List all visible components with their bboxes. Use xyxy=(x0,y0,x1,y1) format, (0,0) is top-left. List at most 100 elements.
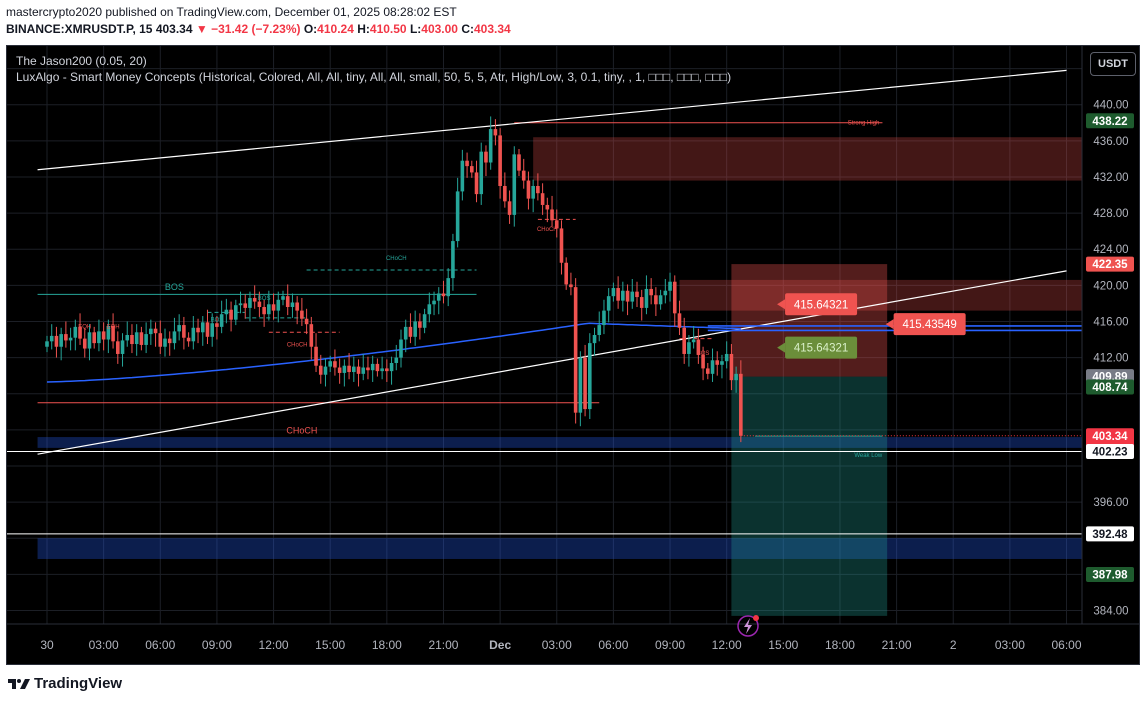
candle xyxy=(663,279,668,304)
candle-body xyxy=(460,160,465,192)
candle-body xyxy=(540,193,545,205)
candle-body xyxy=(739,373,743,436)
smc-label: Strong High xyxy=(848,121,880,127)
candle xyxy=(606,288,611,323)
currency-button[interactable]: USDT xyxy=(1090,52,1136,76)
candle xyxy=(243,294,248,319)
candle-body xyxy=(144,334,148,345)
y-tick-label: 436.00 xyxy=(1093,136,1128,148)
candle-body xyxy=(578,357,583,413)
y-tick-label: 384.00 xyxy=(1093,605,1128,617)
candle xyxy=(328,355,332,373)
candle xyxy=(342,359,347,387)
candle-body xyxy=(531,185,535,199)
candle xyxy=(290,293,295,318)
open-value: 410.24 xyxy=(317,22,354,36)
candle xyxy=(158,320,163,354)
last-price: 403.34 xyxy=(155,22,193,36)
smc-label: BOS xyxy=(165,282,184,292)
candle xyxy=(451,233,455,291)
candle xyxy=(149,319,153,345)
candle xyxy=(219,300,224,334)
candle xyxy=(285,284,290,316)
candle-body xyxy=(120,340,125,354)
candle xyxy=(116,331,120,364)
candle-body xyxy=(177,325,181,332)
candle xyxy=(304,308,309,335)
candle-body xyxy=(219,314,224,327)
x-tick-label: 03:00 xyxy=(995,638,1025,652)
alert-lightning-icon xyxy=(737,615,759,637)
candle xyxy=(706,362,710,380)
candle-body xyxy=(724,353,729,362)
candle xyxy=(441,280,446,304)
price-chart[interactable]: EQH EQH BOS BOS BOS CHoCH CHoCH CHoCH CHoCH BOS St… xyxy=(7,46,1139,664)
price-label-box xyxy=(1086,567,1134,583)
candle-body xyxy=(139,332,144,345)
candle xyxy=(234,299,238,326)
candle-body xyxy=(630,291,635,302)
price-change: ▼ −31.42 (−7.23%) xyxy=(195,22,301,36)
candle-body xyxy=(573,287,578,413)
candle xyxy=(224,298,229,324)
candle-body xyxy=(507,201,512,215)
x-tick-label: 06:00 xyxy=(598,638,628,652)
low-label: L: xyxy=(409,22,422,36)
candle xyxy=(715,351,720,376)
candle-body xyxy=(422,314,427,328)
candle-body xyxy=(498,135,502,186)
chart-frame[interactable]: EQH EQH BOS BOS BOS CHoCH CHoCH CHoCH CHoCH BOS St… xyxy=(6,45,1140,665)
candle xyxy=(403,319,408,353)
candle xyxy=(616,276,620,309)
candle-body xyxy=(130,335,134,345)
candle-body xyxy=(550,209,554,221)
candle-body xyxy=(658,295,663,305)
candle-body xyxy=(64,334,68,341)
indicator-luxalgo-smc[interactable]: LuxAlgo - Smart Money Concepts (Historic… xyxy=(16,70,732,84)
candle xyxy=(488,116,493,170)
x-tick-label: 21:00 xyxy=(882,638,912,652)
candle xyxy=(621,281,625,312)
candle-body xyxy=(432,300,436,305)
candle xyxy=(54,326,59,358)
candle xyxy=(120,333,125,367)
zone-red xyxy=(533,137,1082,181)
candle xyxy=(281,290,285,306)
candle-body xyxy=(455,191,460,242)
candle xyxy=(229,301,233,332)
candle xyxy=(413,310,417,346)
candle xyxy=(163,328,167,357)
candle xyxy=(295,296,299,325)
candle-body xyxy=(361,367,366,374)
candle-body xyxy=(436,293,441,301)
candle xyxy=(724,341,729,369)
candle xyxy=(649,278,653,305)
x-tick-label: 03:00 xyxy=(542,638,572,652)
candle xyxy=(394,344,399,371)
candle-body xyxy=(644,288,649,308)
x-tick-label: 30 xyxy=(40,638,54,652)
publish-info: mastercrypto2020 published on TradingVie… xyxy=(6,5,457,19)
candle-body xyxy=(403,326,408,340)
price-label-box xyxy=(1086,113,1134,129)
indicator-jason200[interactable]: The Jason200 (0.05, 20) xyxy=(16,54,147,68)
candle-body xyxy=(59,334,63,347)
candle xyxy=(432,291,436,316)
price-scale-label: 387.98 xyxy=(1086,567,1134,583)
x-tick-label: 15:00 xyxy=(315,638,345,652)
candle-body xyxy=(399,339,403,358)
candle xyxy=(701,346,705,381)
candle-body xyxy=(149,328,153,335)
candle-body xyxy=(304,318,309,325)
candle xyxy=(460,149,465,201)
smc-label: BOS xyxy=(211,317,224,323)
price-label-text: 438.22 xyxy=(1092,116,1127,128)
y-tick-label: 416.00 xyxy=(1093,316,1128,328)
candle xyxy=(682,317,686,364)
candle xyxy=(337,358,342,384)
candle-body xyxy=(257,301,262,308)
price-label-text: 422.35 xyxy=(1092,259,1128,271)
candle-body xyxy=(729,353,734,381)
candle xyxy=(573,278,578,424)
candle-body xyxy=(474,172,479,195)
